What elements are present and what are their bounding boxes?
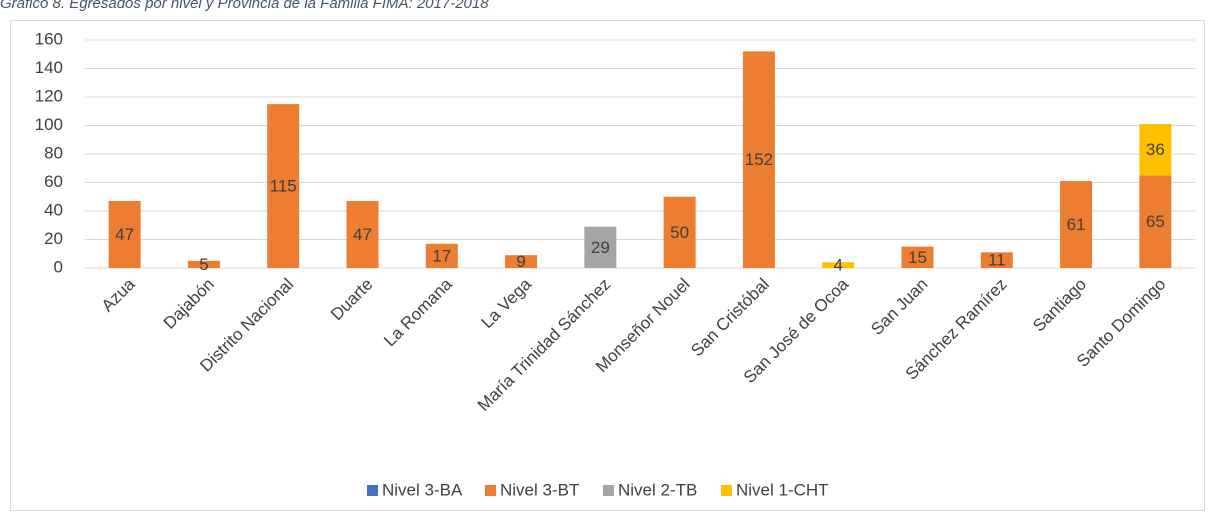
y-tick-label: 20 xyxy=(44,229,63,248)
data-label: 15 xyxy=(908,248,927,267)
data-label: 17 xyxy=(432,246,451,265)
bar-segment xyxy=(980,252,1013,268)
x-tick-label: Dajabón xyxy=(160,275,218,333)
chart-frame xyxy=(10,20,1205,511)
legend-label: Nivel 1-CHT xyxy=(736,480,829,499)
bar-segment xyxy=(346,201,379,268)
data-label: 11 xyxy=(988,251,1006,270)
bar-segment xyxy=(187,260,220,268)
legend-label: Nivel 3-BT xyxy=(500,480,579,499)
data-label: 5 xyxy=(199,255,208,274)
data-label: 9 xyxy=(516,252,525,271)
data-label: 29 xyxy=(591,238,610,257)
x-tick-label: Duarte xyxy=(327,275,377,325)
legend-swatch xyxy=(485,485,496,496)
data-label: 61 xyxy=(1067,215,1086,234)
data-label: 152 xyxy=(745,150,773,169)
y-tick-label: 0 xyxy=(54,257,63,276)
legend-swatch xyxy=(603,485,614,496)
bar-segment xyxy=(901,246,934,268)
legend-swatch xyxy=(721,485,732,496)
data-label: 65 xyxy=(1146,212,1165,231)
y-tick-label: 80 xyxy=(44,143,63,162)
x-tick-label: La Vega xyxy=(478,274,536,332)
bar-segment xyxy=(1060,181,1093,268)
bar-segment xyxy=(505,255,538,268)
x-tick-label: Santiago xyxy=(1029,275,1090,336)
data-label: 47 xyxy=(353,225,372,244)
bar-segment xyxy=(108,201,141,268)
bar-segment xyxy=(584,226,617,268)
data-label: 36 xyxy=(1146,140,1165,159)
legend-swatch xyxy=(367,485,378,496)
x-tick-label: San Juan xyxy=(867,275,931,339)
x-tick-label: La Romana xyxy=(380,274,456,350)
legend-label: Nivel 2-TB xyxy=(618,480,697,499)
x-tick-label: María Trinidad Sánchez xyxy=(474,275,614,415)
legend-label: Nivel 3-BA xyxy=(382,480,463,499)
bar-segment xyxy=(1139,175,1172,268)
bar-segment xyxy=(822,262,855,268)
bar-segment xyxy=(267,104,300,268)
data-label: 115 xyxy=(270,177,297,196)
bar-segment xyxy=(742,51,775,269)
data-label: 50 xyxy=(670,223,689,242)
chart-title: Gráfico 8. Egresados por nivel y Provinc… xyxy=(0,0,489,12)
y-tick-label: 40 xyxy=(44,200,63,219)
y-tick-label: 100 xyxy=(35,115,63,134)
x-tick-label: San Cristóbal xyxy=(687,275,773,361)
y-tick-label: 140 xyxy=(35,58,63,77)
y-tick-label: 60 xyxy=(44,172,63,191)
y-tick-label: 120 xyxy=(35,86,63,105)
y-tick-label: 160 xyxy=(35,29,63,48)
data-label: 47 xyxy=(115,225,134,244)
x-tick-label: Azua xyxy=(98,274,139,315)
bar-segment xyxy=(1139,124,1172,176)
bar-segment xyxy=(663,196,696,268)
bar-segment xyxy=(425,243,458,268)
data-label: 4 xyxy=(833,256,842,275)
